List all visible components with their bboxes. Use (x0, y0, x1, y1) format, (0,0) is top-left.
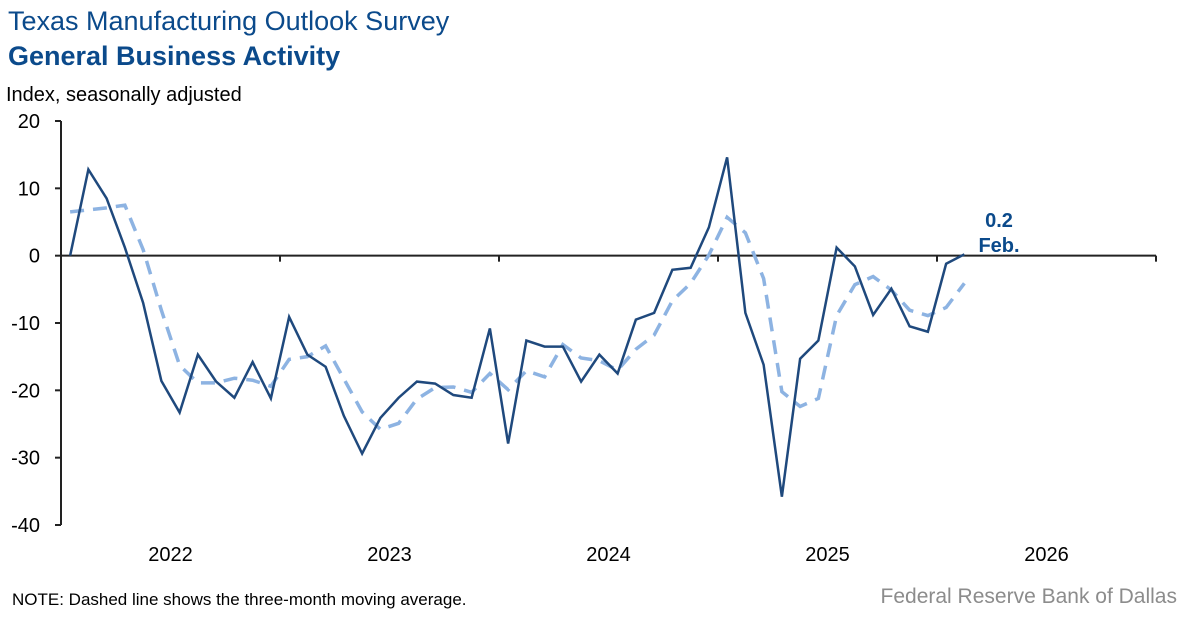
x-tick-label: 2025 (805, 544, 850, 566)
y-tick-label: 10 (18, 178, 40, 200)
y-tick-label: 20 (18, 111, 40, 133)
y-tick-label: -30 (11, 448, 40, 470)
moving-average-line (69, 203, 966, 432)
x-tick-labels: 2022 2023 2024 2025 2026 (148, 544, 1069, 566)
x-tick-label: 2023 (367, 544, 412, 566)
chart-title: Texas Manufacturing Outlook Survey (8, 6, 450, 36)
axes (55, 120, 1157, 526)
chart-subtitle: General Business Activity (8, 41, 341, 71)
y-tick-label: -20 (11, 380, 40, 402)
footnote: NOTE: Dashed line shows the three-month … (12, 590, 467, 609)
x-tick-label: 2022 (148, 544, 193, 566)
index-line (68, 157, 965, 497)
y-axis-unit-label: Index, seasonally adjusted (6, 84, 242, 106)
series-lines (68, 157, 966, 497)
annotation-value: 0.2 (985, 210, 1013, 232)
annotation-label: Feb. (978, 235, 1019, 257)
y-tick-label: 0 (29, 246, 40, 268)
x-tick-label: 2024 (586, 544, 631, 566)
y-tick-label: -10 (11, 313, 40, 335)
x-tick-label: 2026 (1024, 544, 1069, 566)
source-credit: Federal Reserve Bank of Dallas (880, 585, 1177, 608)
y-tick-labels: 20 10 0 -10 -20 -30 -40 (11, 111, 40, 537)
y-tick-label: -40 (11, 515, 40, 537)
